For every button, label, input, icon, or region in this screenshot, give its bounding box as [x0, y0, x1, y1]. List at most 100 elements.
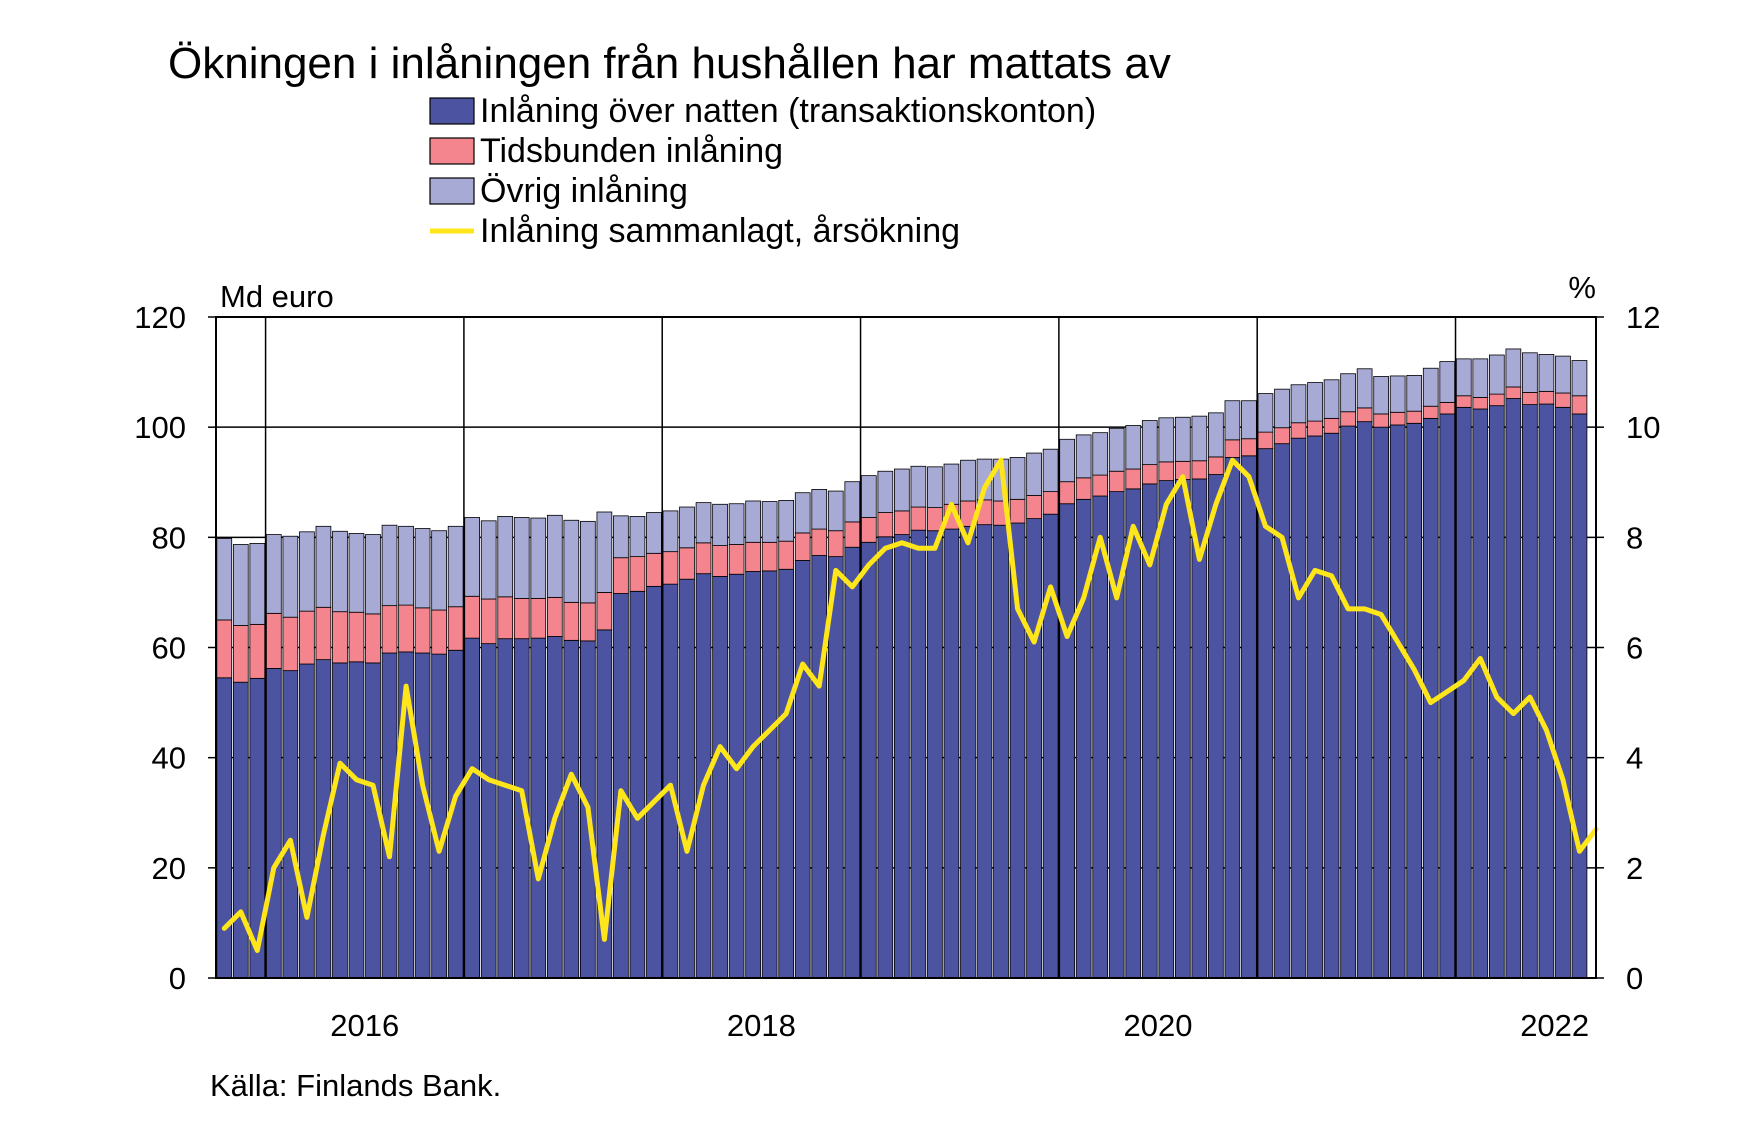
- x-tick-label: 2016: [330, 1008, 399, 1043]
- bar-overnight: [1522, 404, 1538, 979]
- bar-overnight: [431, 653, 447, 979]
- bar-other: [811, 489, 828, 530]
- bar-time: [778, 540, 795, 570]
- bar-time: [794, 532, 811, 561]
- bar-overnight: [348, 661, 365, 979]
- x-tick-label: 2018: [727, 1008, 796, 1043]
- bar-overnight: [232, 681, 249, 979]
- bar-time: [282, 616, 299, 672]
- bar-overnight: [894, 534, 910, 979]
- bar-time: [1042, 491, 1059, 515]
- bar-time: [381, 605, 398, 654]
- bar-other: [894, 468, 910, 512]
- growth-line-series: [221, 457, 1599, 953]
- bar-overnight: [646, 585, 662, 979]
- bar-overnight: [1290, 437, 1307, 979]
- bar-other: [1356, 368, 1373, 409]
- bar-other: [447, 525, 464, 608]
- bar-time: [811, 528, 828, 556]
- bar-overnight: [1323, 432, 1340, 979]
- bar-overnight: [1274, 443, 1290, 979]
- bar-other: [761, 501, 778, 543]
- bar-other: [1026, 452, 1042, 496]
- bar-overnight: [530, 637, 547, 979]
- bar-other: [1340, 373, 1356, 413]
- bar-other: [1422, 367, 1439, 407]
- bar-other: [1522, 352, 1538, 393]
- bar-time: [1455, 395, 1472, 408]
- bar-time: [266, 612, 282, 669]
- bar-overnight: [860, 541, 877, 979]
- bar-overnight: [1026, 518, 1042, 979]
- legend-label-other: Övrig inlåning: [480, 172, 688, 210]
- bar-other: [596, 511, 613, 593]
- bar-time: [1555, 392, 1571, 408]
- bar-overnight: [662, 583, 679, 979]
- bar-overnight: [497, 638, 514, 979]
- legend-swatch-other: [429, 177, 475, 205]
- bar-time: [761, 541, 778, 572]
- bar-time: [563, 601, 580, 641]
- bar-overnight: [1125, 488, 1142, 979]
- bar-other: [232, 544, 249, 626]
- bar-other: [332, 530, 348, 613]
- legend-label-overnight: Inlåning över natten (transaktionskonton…: [480, 92, 1096, 130]
- bar-other: [927, 466, 943, 508]
- bar-overnight: [1208, 474, 1224, 979]
- right-tick-label: 6: [1626, 631, 1643, 666]
- bar-time: [1224, 439, 1241, 458]
- bar-other: [943, 463, 960, 505]
- bar-overnight: [1538, 403, 1555, 979]
- bar-time: [910, 506, 927, 531]
- right-tick-label: 8: [1626, 520, 1643, 555]
- bar-time: [1522, 392, 1538, 405]
- bar-other: [1323, 379, 1340, 419]
- bar-overnight: [943, 528, 960, 979]
- bar-overnight: [728, 573, 745, 979]
- bar-time: [877, 512, 894, 538]
- bar-time: [1340, 411, 1356, 427]
- bar-overnight: [1042, 513, 1059, 979]
- bar-overnight: [927, 530, 943, 979]
- right-axis: 0 2 4 6 8 10 12: [1596, 300, 1660, 996]
- bar-time: [1059, 481, 1075, 505]
- bar-other: [282, 535, 299, 618]
- bar-time: [464, 595, 481, 639]
- bar-other: [1158, 417, 1175, 463]
- x-axis: 2016 2018 2020 2022: [330, 1008, 1589, 1043]
- bar-time: [1141, 464, 1158, 485]
- bar-time: [1241, 438, 1257, 457]
- bar-overnight: [1406, 422, 1423, 979]
- bar-time: [629, 556, 646, 592]
- bar-overnight: [1455, 406, 1472, 979]
- bar-other: [1042, 448, 1059, 493]
- bar-other: [794, 492, 811, 534]
- bar-overnight: [299, 663, 315, 979]
- bar-other: [679, 506, 695, 549]
- bar-other: [480, 520, 497, 600]
- bar-time: [232, 625, 249, 683]
- bar-other: [348, 533, 365, 613]
- bar-time: [1075, 477, 1092, 500]
- bar-other: [1191, 415, 1208, 462]
- bar-overnight: [745, 571, 761, 979]
- bar-other: [1455, 358, 1472, 397]
- bar-other: [580, 520, 596, 604]
- bar-other: [1439, 361, 1456, 403]
- bar-time: [1422, 405, 1439, 419]
- bar-other: [546, 514, 563, 598]
- source-note: Källa: Finlands Bank.: [210, 1068, 501, 1103]
- bar-other: [778, 500, 795, 542]
- bar-overnight: [712, 576, 728, 979]
- left-tick-label: 20: [152, 851, 186, 886]
- bar-overnight: [761, 570, 778, 979]
- bar-time: [860, 517, 877, 543]
- bar-other: [877, 470, 894, 513]
- right-tick-label: 2: [1626, 851, 1643, 886]
- bar-overnight: [1307, 435, 1323, 979]
- bar-other: [513, 517, 530, 599]
- bar-time: [249, 623, 266, 679]
- bar-other: [860, 475, 877, 518]
- bar-time: [695, 542, 712, 575]
